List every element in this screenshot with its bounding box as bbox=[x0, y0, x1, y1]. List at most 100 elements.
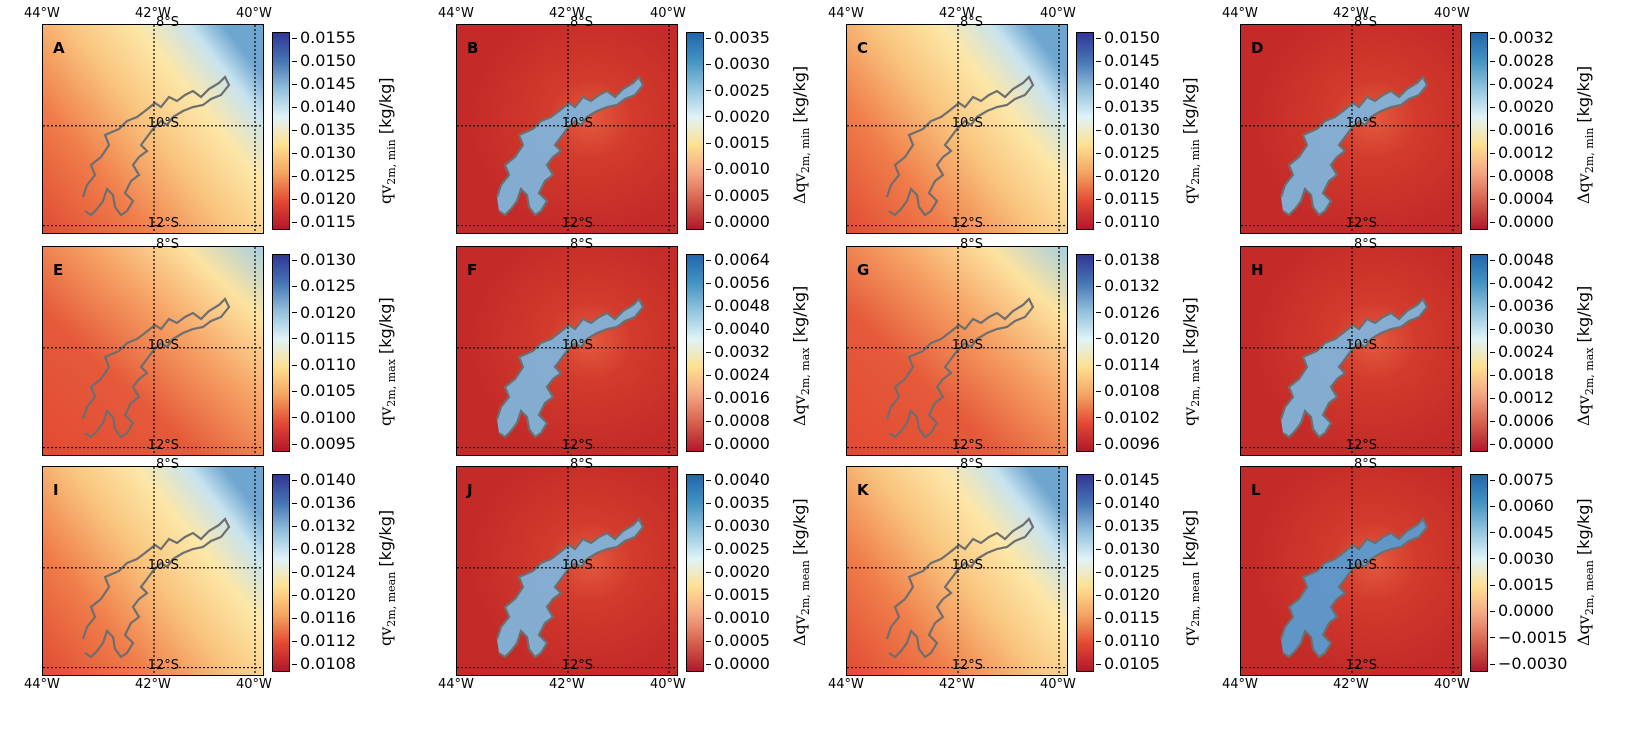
colorbar-tick-label: 0.0024 bbox=[1490, 342, 1554, 361]
map-field bbox=[457, 25, 677, 233]
colorbar-tick-label: 0.0115 bbox=[1096, 608, 1160, 627]
colorbar-tick-label: 0.0020 bbox=[706, 562, 770, 581]
colorbar-tick-label: 0.0124 bbox=[292, 562, 356, 581]
lon-tick-label: 42°W bbox=[549, 677, 585, 692]
colorbar-tick-label: 0.0016 bbox=[706, 388, 770, 407]
variable-symbol: qv bbox=[376, 184, 395, 204]
colorbar-tick-label: 0.0075 bbox=[1490, 470, 1554, 489]
colorbar-tick-label: 0.0145 bbox=[1096, 470, 1160, 489]
colorbar-tick-label: 0.0000 bbox=[1490, 212, 1554, 231]
lon-tick-label: 44°W bbox=[24, 677, 60, 692]
colorbar-tick-label: 0.0125 bbox=[292, 276, 356, 296]
lat-tick-label: 8°S bbox=[155, 15, 179, 30]
map-a: A bbox=[42, 24, 264, 234]
variable-symbol: qv bbox=[1180, 184, 1199, 204]
lon-tick-label: 40°W bbox=[650, 677, 686, 692]
lat-tick-label: 8°S bbox=[959, 237, 983, 252]
unit-label: [kg/kg] bbox=[376, 297, 395, 360]
lake-outline bbox=[1279, 75, 1429, 217]
colorbar-tick-label: 0.0120 bbox=[1096, 328, 1160, 348]
colorbar-tick-label: 0.0045 bbox=[1490, 522, 1554, 542]
colorbar-tick-label: 0.0048 bbox=[706, 296, 770, 315]
lake-outline bbox=[495, 297, 645, 439]
colorbar-tick-label: 0.0020 bbox=[706, 106, 770, 126]
colorbar-tick-label: 0.0030 bbox=[1490, 319, 1554, 338]
variable-symbol: Δqv bbox=[790, 395, 809, 426]
colorbar-label: qv2m, mean [kg/kg] bbox=[1180, 510, 1202, 646]
lake-response-area bbox=[1281, 299, 1427, 437]
lon-tick-label: 42°W bbox=[1333, 6, 1369, 21]
colorbar-tick-label: 0.0140 bbox=[292, 97, 356, 116]
colorbar-tick-label: 0.0015 bbox=[706, 585, 770, 604]
colorbar-tick-label: 0.0000 bbox=[706, 434, 770, 453]
lat-tick-label: 10°S bbox=[147, 337, 179, 353]
lat-tick-label: 10°S bbox=[1345, 557, 1377, 573]
colorbar-tick-label: 0.0004 bbox=[1490, 189, 1554, 208]
lat-tick-label: 10°S bbox=[1345, 115, 1377, 131]
lon-tick-label: 40°W bbox=[1040, 677, 1076, 692]
colorbar bbox=[272, 474, 290, 672]
lat-tick-label: 8°S bbox=[959, 15, 983, 30]
colorbar-label: qv2m, min [kg/kg] bbox=[376, 77, 398, 204]
lake-response-area bbox=[1281, 519, 1427, 657]
colorbar-tick-label: 0.0035 bbox=[706, 28, 770, 47]
lake-outline bbox=[495, 517, 645, 659]
map-g: G bbox=[846, 246, 1068, 456]
colorbar-tick-label: 0.0105 bbox=[1096, 654, 1160, 673]
panel-letter: I bbox=[53, 481, 59, 499]
colorbar-tick-label: 0.0005 bbox=[706, 631, 770, 650]
unit-label: [kg/kg] bbox=[376, 77, 395, 140]
colorbar-tick-label: 0.0008 bbox=[706, 411, 770, 430]
colorbar-tick-label: 0.0056 bbox=[706, 273, 770, 292]
colorbar-tick-label: 0.0008 bbox=[1490, 166, 1554, 185]
lat-tick-label: 12°S bbox=[561, 657, 593, 673]
colorbar-tick-label: 0.0108 bbox=[1096, 381, 1160, 401]
lon-tick-label: 44°W bbox=[1222, 6, 1258, 21]
lon-tick-label: 40°W bbox=[1434, 677, 1470, 692]
lon-tick-label: 40°W bbox=[650, 6, 686, 21]
colorbar-tick-label: 0.0064 bbox=[706, 250, 770, 269]
colorbar-tick-label: 0.0025 bbox=[706, 539, 770, 558]
colorbar-tick-label: 0.0095 bbox=[292, 434, 356, 453]
variable-subscript: 2m, min bbox=[799, 127, 813, 174]
panel-letter: K bbox=[857, 481, 869, 499]
variable-subscript: 2m, min bbox=[1189, 139, 1203, 185]
lat-tick-label: 8°S bbox=[155, 457, 179, 472]
colorbar-label: Δqv2m, min [kg/kg] bbox=[1574, 66, 1596, 204]
colorbar-tick-label: 0.0012 bbox=[1490, 143, 1554, 162]
map-k: K bbox=[846, 466, 1068, 676]
colorbar-tick-label: 0.0030 bbox=[1490, 548, 1554, 568]
lon-tick-label: 42°W bbox=[1333, 677, 1369, 692]
unit-label: [kg/kg] bbox=[1574, 498, 1593, 561]
colorbar-tick-label: 0.0005 bbox=[706, 185, 770, 205]
lon-tick-label: 42°W bbox=[549, 6, 585, 21]
colorbar-tick-label: 0.0136 bbox=[292, 493, 356, 512]
colorbar-tick-label: 0.0135 bbox=[292, 120, 356, 139]
panel-h: H 8°S 10°S 12°S 0.0048 0.0042 0.0036 0.0030 0.00… bbox=[1240, 237, 1602, 486]
colorbar-tick-label: 0.0010 bbox=[706, 608, 770, 627]
map-field bbox=[847, 247, 1067, 455]
colorbar-tick-label: 0.0105 bbox=[292, 381, 356, 401]
colorbar-tick-label: 0.0135 bbox=[1096, 516, 1160, 535]
colorbar-tick-label: 0.0110 bbox=[1096, 631, 1160, 650]
lon-tick-label: 42°W bbox=[135, 677, 171, 692]
colorbar-tick-label: 0.0025 bbox=[706, 80, 770, 100]
lake-response-area bbox=[497, 299, 643, 437]
colorbar-tick-label: 0.0015 bbox=[706, 133, 770, 153]
unit-label: [kg/kg] bbox=[790, 285, 809, 348]
colorbar-tick-label: 0.0145 bbox=[292, 74, 356, 93]
colorbar-tick-label: 0.0155 bbox=[292, 28, 356, 47]
lat-tick-label: 8°S bbox=[569, 15, 593, 30]
map-f: F bbox=[456, 246, 678, 456]
colorbar-label: qv2m, mean [kg/kg] bbox=[376, 510, 398, 646]
variable-subscript: 2m, max bbox=[1189, 359, 1203, 407]
colorbar-tick-label: 0.0115 bbox=[292, 212, 356, 231]
colorbar-tick-label: 0.0028 bbox=[1490, 51, 1554, 70]
unit-label: [kg/kg] bbox=[790, 65, 809, 128]
colorbar bbox=[1076, 32, 1094, 230]
map-e: E bbox=[42, 246, 264, 456]
variable-symbol: Δqv bbox=[790, 615, 809, 646]
variable-symbol: Δqv bbox=[1574, 615, 1593, 646]
variable-subscript: 2m, max bbox=[1583, 347, 1597, 396]
lon-tick-label: 40°W bbox=[1040, 6, 1076, 21]
